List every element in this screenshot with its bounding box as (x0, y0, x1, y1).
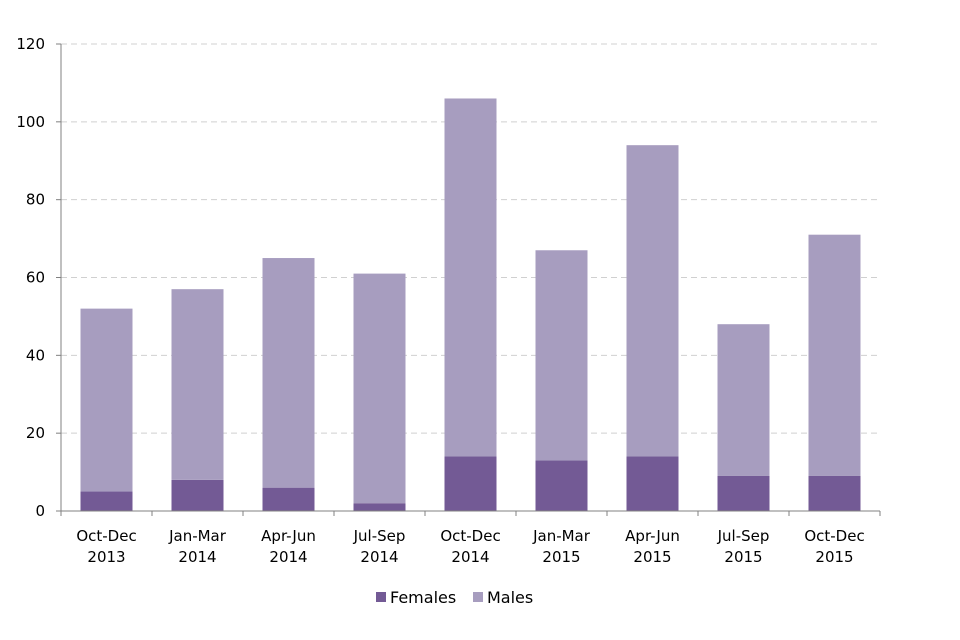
x-tick-label: Apr-Jun (625, 527, 680, 545)
x-tick-label: Jan-Mar (168, 527, 227, 545)
y-tick-label: 0 (35, 502, 45, 520)
y-tick-label: 60 (26, 269, 45, 287)
bar-males (353, 273, 406, 504)
bar-females (171, 479, 224, 511)
legend-swatch-females (376, 592, 386, 602)
x-tick-label: Jan-Mar (532, 527, 591, 545)
x-tick-label: 2013 (87, 548, 125, 566)
bar-males (808, 234, 861, 476)
bar-males (444, 98, 497, 457)
y-tick-label: 120 (16, 35, 45, 53)
bar-males (80, 308, 133, 492)
bar-males (262, 258, 315, 488)
legend-swatch-males (473, 592, 483, 602)
y-tick-label: 80 (26, 191, 45, 209)
x-tick-label: 2015 (542, 548, 580, 566)
bar-females (626, 456, 679, 511)
x-tick-label: Oct-Dec (76, 527, 136, 545)
x-tick-label: 2014 (360, 548, 398, 566)
y-tick-label: 40 (26, 346, 45, 364)
bar-males (717, 324, 770, 476)
legend: Females Males (376, 588, 533, 607)
x-tick-label: Apr-Jun (261, 527, 316, 545)
x-tick-label: Oct-Dec (804, 527, 864, 545)
x-tick-label: Oct-Dec (440, 527, 500, 545)
bar-females (80, 491, 133, 511)
x-tick-label: 2015 (815, 548, 853, 566)
legend-label-males: Males (487, 588, 533, 607)
x-axis-ticks: Oct-Dec 2013 Jan-Mar 2014 Apr-Jun 2014 Jul-Sep… (60, 511, 881, 566)
bar-females (262, 487, 315, 511)
x-tick-label: 2015 (633, 548, 671, 566)
bars (80, 98, 861, 511)
y-axis-ticks: 0 20 40 60 80 100 120 (16, 35, 61, 520)
x-tick-label: 2015 (724, 548, 762, 566)
bar-females (444, 456, 497, 511)
x-tick-label: 2014 (269, 548, 307, 566)
bar-males (535, 250, 588, 461)
x-tick-label: Jul-Sep (353, 527, 406, 545)
bar-males (626, 145, 679, 457)
legend-label-females: Females (390, 588, 456, 607)
x-tick-label: 2014 (178, 548, 216, 566)
axes (60, 44, 880, 512)
y-tick-label: 100 (16, 113, 45, 131)
x-tick-label: Jul-Sep (717, 527, 770, 545)
bar-males (171, 289, 224, 480)
bar-females (808, 475, 861, 511)
x-tick-label: 2014 (451, 548, 489, 566)
bar-females (353, 503, 406, 511)
bar-females (535, 460, 588, 511)
bar-females (717, 475, 770, 511)
y-tick-label: 20 (26, 424, 45, 442)
